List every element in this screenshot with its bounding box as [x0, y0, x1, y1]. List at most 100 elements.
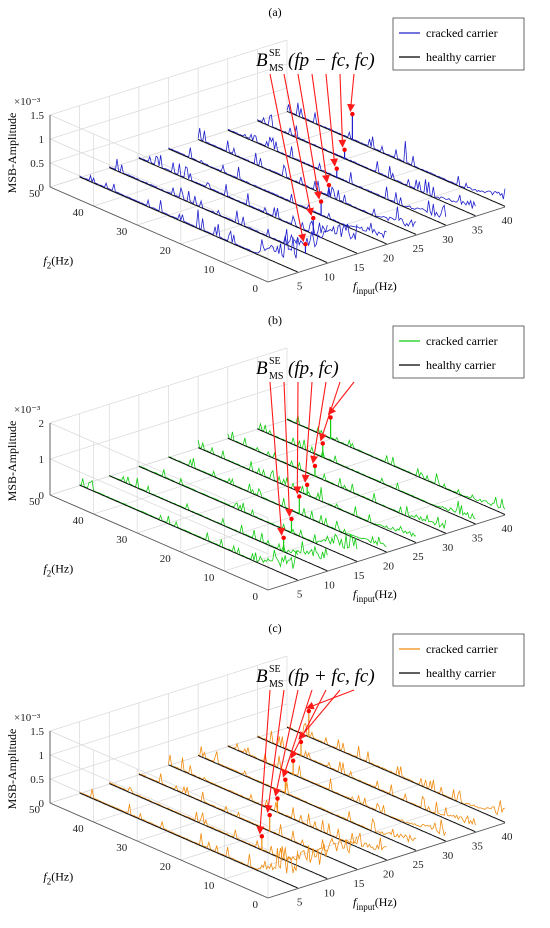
cracked-trace	[79, 478, 298, 569]
cracked-trace	[109, 475, 328, 560]
cracked-trace	[79, 788, 298, 874]
cracked-trace	[286, 722, 506, 816]
x-tick-label: 10	[324, 271, 336, 283]
annotation-main: B	[256, 666, 268, 687]
legend: cracked carrier healthy carrier	[392, 17, 525, 71]
peak-marker	[290, 758, 296, 764]
x-tick-label: 35	[472, 532, 484, 544]
arrow	[281, 689, 313, 778]
peak-markers	[281, 415, 333, 553]
y-tick-label: 30	[116, 842, 128, 854]
x-axis-label-unit: (Hz)	[375, 895, 397, 909]
x-tick-label: 30	[442, 542, 454, 554]
legend: cracked carrier healthy carrier	[392, 325, 525, 379]
annotation: B SE MS (fp, fc)	[256, 356, 339, 382]
grid-line	[227, 746, 446, 843]
annotation-args: (fp + fc, fc)	[288, 666, 375, 687]
z-scale-label: ×10⁻³	[14, 96, 41, 108]
grid-line	[49, 458, 269, 555]
z-tick-label: 1.5	[30, 726, 44, 738]
arrow	[269, 381, 286, 536]
grid-line	[109, 167, 328, 264]
x-tick-label: 25	[413, 243, 425, 255]
grid-line	[49, 87, 288, 164]
grid-line	[138, 774, 358, 871]
healthy-trace	[286, 726, 506, 823]
cracked-trace	[79, 173, 298, 259]
arrow	[301, 381, 313, 483]
legend: cracked carrier healthy carrier	[392, 633, 525, 687]
arrow	[338, 73, 347, 148]
arrow	[273, 689, 299, 797]
healthy-trace	[197, 754, 417, 851]
y-axis-label-main: f	[43, 869, 48, 883]
arrow	[297, 73, 322, 200]
annotation-main: B	[256, 50, 268, 71]
x-axis-label: finput(Hz)	[353, 895, 397, 912]
series-group	[79, 415, 506, 581]
annotation-sub: MS	[269, 63, 283, 74]
peak-marker	[304, 482, 310, 488]
cracked-trace	[286, 102, 506, 200]
x-tick-label: 5	[297, 897, 303, 909]
grid-line	[138, 466, 358, 563]
cracked-trace	[109, 158, 328, 248]
grid-line	[138, 158, 358, 255]
x-axis-label: finput(Hz)	[353, 279, 397, 296]
annotation-args: (fp − fc, fc)	[288, 50, 375, 71]
healthy-trace	[109, 475, 328, 572]
healthy-trace	[109, 167, 328, 263]
cracked-trace	[197, 746, 417, 844]
grid-line	[197, 755, 417, 852]
x-tick-label: 40	[502, 523, 514, 535]
y-axis	[49, 186, 269, 283]
peak-marker	[259, 834, 265, 839]
z-tick-label: 0	[39, 490, 45, 502]
x-axis-label-sub: input	[356, 902, 375, 912]
cracked-trace	[257, 730, 476, 826]
y-axis-label-unit: (Hz)	[51, 561, 73, 575]
cracked-trace	[138, 154, 358, 240]
panel-label: (c)	[268, 621, 281, 635]
chart-panel-3: 00.511.5×10⁻³MSB-Amplitude01020304050f2(…	[5, 621, 525, 912]
z-axis-label: MSB-Amplitude	[5, 729, 19, 810]
y-axis-label-unit: (Hz)	[51, 253, 73, 267]
peak-marker	[303, 241, 308, 247]
grid-line	[49, 347, 288, 424]
panel-label: (b)	[268, 313, 282, 327]
cracked-trace	[168, 147, 387, 239]
peak-marker	[311, 215, 316, 221]
peak-marker	[281, 535, 286, 541]
healthy-trace	[138, 465, 358, 562]
cracked-trace	[257, 114, 476, 209]
x-tick-label: 35	[472, 224, 484, 236]
x-tick-label: 25	[413, 551, 425, 563]
x-axis	[267, 206, 506, 283]
y-axis-label-sub: 2	[47, 568, 52, 578]
peak-marker	[326, 182, 332, 188]
cracked-trace	[227, 742, 447, 837]
y-tick-label: 50	[29, 188, 41, 200]
x-tick-label: 10	[324, 579, 336, 591]
x-axis-label-main: f	[353, 279, 358, 293]
arrow	[283, 73, 314, 217]
peak-marker	[350, 111, 355, 117]
y-axis-label: f2(Hz)	[43, 561, 73, 578]
y-tick-label: 0	[253, 899, 259, 911]
chart-panel-1: 00.511.5×10⁻³MSB-Amplitude01020304050f2(…	[5, 5, 525, 296]
arrow	[290, 689, 327, 759]
y-axis	[49, 802, 269, 899]
cracked-trace	[257, 422, 476, 520]
arrow	[305, 689, 355, 710]
z-tick-label: 1	[39, 750, 45, 762]
z-tick-label: 0	[39, 798, 45, 810]
grid	[49, 655, 506, 899]
peak-marker	[334, 166, 339, 171]
y-axis	[49, 494, 269, 591]
legend-label-cracked: cracked carrier	[426, 642, 498, 656]
y-tick-label: 0	[253, 591, 259, 603]
y-tick-label: 10	[203, 880, 215, 892]
peak-marker	[297, 494, 302, 499]
x-tick-label: 30	[442, 234, 454, 246]
